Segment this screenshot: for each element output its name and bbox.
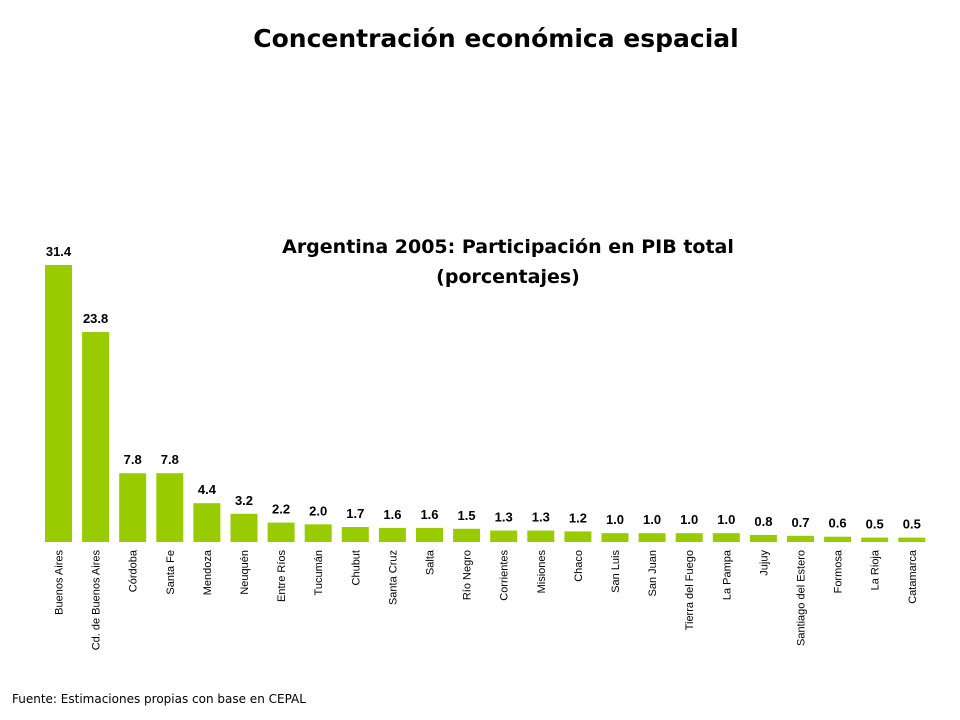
bar-22	[861, 537, 889, 542]
value-label-10: 1.6	[420, 507, 438, 522]
value-label-15: 1.0	[606, 512, 624, 527]
value-label-11: 1.5	[458, 508, 476, 523]
category-label-13: Misiones	[536, 550, 548, 594]
bar-21	[824, 536, 852, 542]
bar-12	[490, 530, 518, 542]
value-label-23: 0.5	[903, 517, 921, 532]
page-title: Concentración económica espacial	[253, 24, 739, 53]
bar-18	[712, 533, 740, 542]
value-label-16: 1.0	[643, 512, 661, 527]
category-label-17: Tierra del Fuego	[684, 550, 696, 630]
category-label-7: Tucumán	[313, 550, 325, 595]
chart-title-line2: (porcentajes)	[436, 266, 580, 288]
category-label-14: Chaco	[573, 550, 585, 582]
bar-7	[304, 524, 332, 542]
bar-2	[119, 473, 147, 542]
value-label-12: 1.3	[495, 510, 513, 525]
category-label-6: Entre Ríos	[276, 550, 288, 602]
bar-9	[378, 527, 406, 542]
bar-8	[341, 527, 369, 542]
value-label-4: 4.4	[198, 482, 217, 497]
chart-title-line1: Argentina 2005: Participación en PIB tot…	[282, 236, 734, 258]
category-label-8: Chubut	[350, 550, 362, 585]
value-label-17: 1.0	[680, 512, 698, 527]
category-label-16: San Juan	[647, 550, 659, 596]
category-label-11: Río Negro	[462, 550, 474, 600]
value-label-0: 31.4	[46, 244, 72, 259]
value-label-20: 0.7	[791, 515, 809, 530]
value-label-9: 1.6	[383, 507, 401, 522]
bar-4	[193, 503, 221, 542]
category-label-1: Cd. de Buenos Aires	[91, 550, 103, 651]
category-label-4: Mendoza	[202, 549, 214, 595]
value-label-7: 2.0	[309, 503, 327, 518]
category-label-18: La Pampa	[721, 549, 733, 600]
category-label-12: Corrientes	[499, 550, 511, 601]
bar-11	[453, 528, 481, 542]
bar-3	[156, 473, 184, 542]
category-label-10: Salta	[425, 549, 437, 575]
value-label-5: 3.2	[235, 493, 253, 508]
bar-16	[638, 533, 666, 542]
category-label-0: Buenos Aires	[54, 550, 66, 615]
chart-title: Argentina 2005: Participación en PIB tot…	[200, 232, 816, 292]
bar-14	[564, 531, 592, 542]
category-label-22: La Rioja	[870, 549, 882, 590]
category-label-2: Córdoba	[128, 549, 140, 592]
value-label-18: 1.0	[717, 512, 735, 527]
category-label-21: Formosa	[833, 549, 845, 593]
source-note: Fuente: Estimaciones propias con base en…	[12, 692, 306, 706]
value-label-13: 1.3	[532, 510, 550, 525]
value-label-22: 0.5	[866, 517, 884, 532]
value-label-19: 0.8	[754, 514, 772, 529]
category-label-20: Santiago del Estero	[796, 550, 808, 646]
value-label-14: 1.2	[569, 510, 587, 525]
bar-1	[82, 332, 110, 542]
category-label-15: San Luis	[610, 550, 622, 593]
value-label-21: 0.6	[829, 516, 847, 531]
value-label-3: 7.8	[161, 452, 179, 467]
category-label-23: Catamarca	[907, 549, 919, 604]
category-label-19: Jujuy	[758, 550, 770, 576]
bar-19	[749, 534, 777, 542]
value-label-6: 2.2	[272, 502, 290, 517]
bar-5	[230, 513, 258, 542]
value-label-2: 7.8	[124, 452, 142, 467]
bar-6	[267, 522, 295, 542]
category-label-5: Neuquén	[239, 550, 251, 595]
bar-20	[787, 535, 814, 542]
value-label-1: 23.8	[83, 311, 108, 326]
bar-15	[601, 533, 629, 542]
bar-13	[527, 530, 555, 542]
bar-23	[898, 537, 926, 542]
category-label-3: Santa Fe	[165, 550, 177, 595]
category-label-9: Santa Cruz	[387, 550, 399, 605]
bar-17	[675, 533, 703, 542]
bar-10	[416, 527, 443, 542]
bar-0	[45, 265, 72, 542]
value-label-8: 1.7	[346, 506, 364, 521]
